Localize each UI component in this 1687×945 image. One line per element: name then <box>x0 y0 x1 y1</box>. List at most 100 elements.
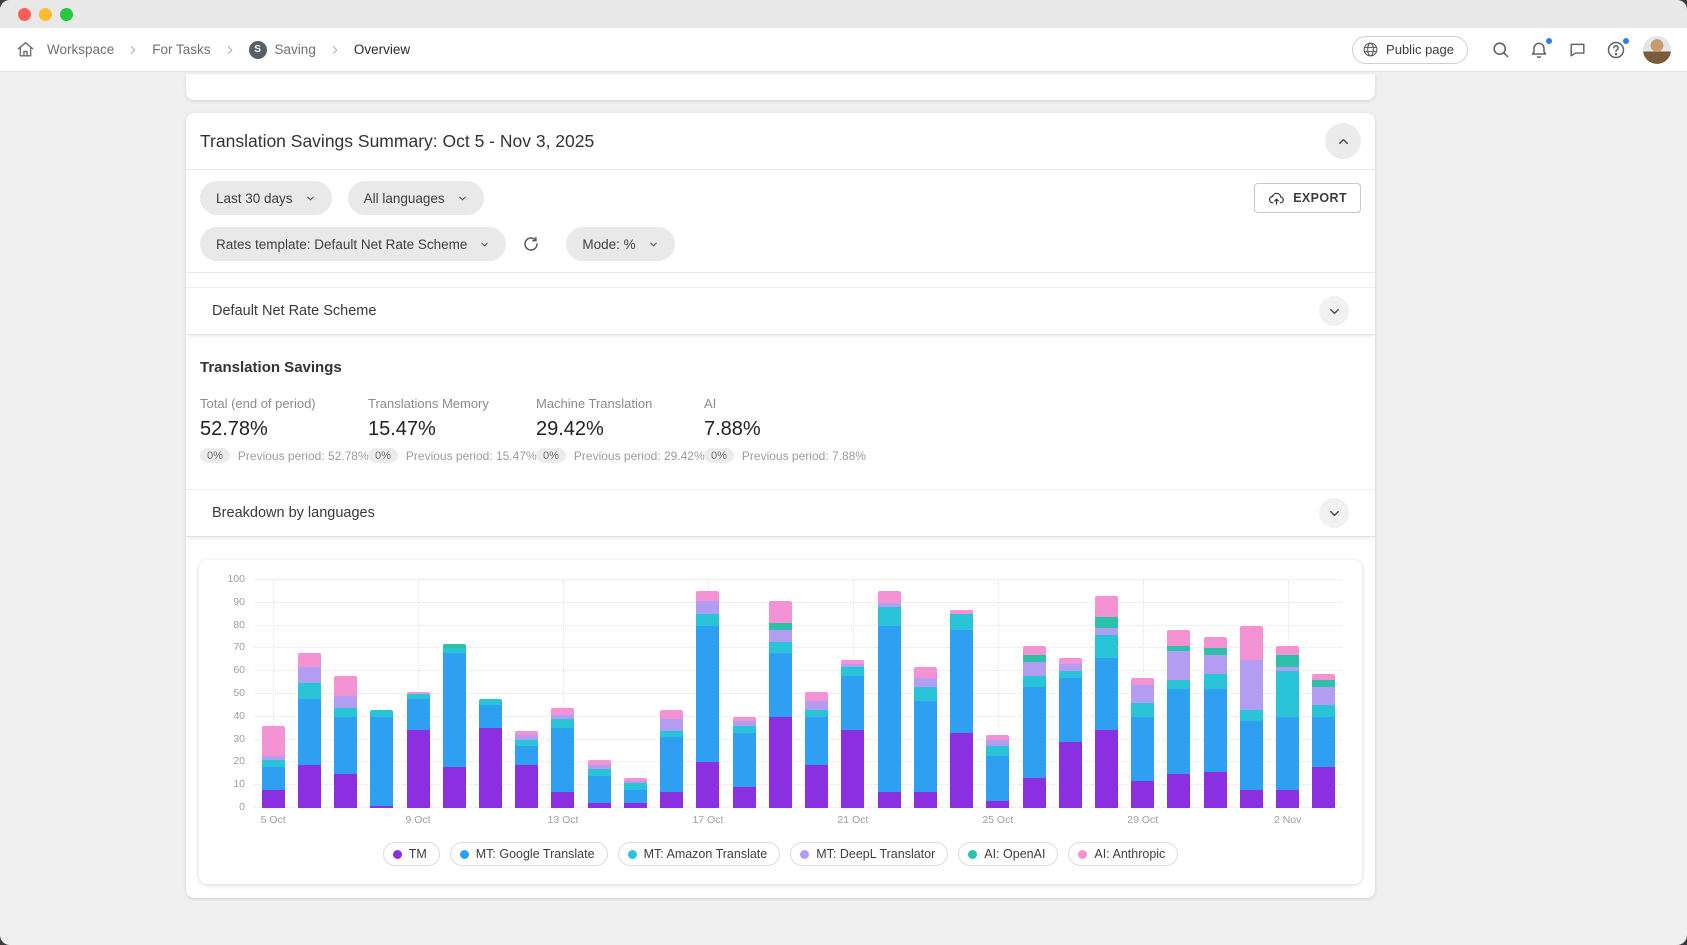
export-label: EXPORT <box>1293 191 1347 205</box>
legend-chip[interactable]: TM <box>383 842 440 866</box>
bar-13-oct <box>545 580 581 808</box>
bar-segment <box>1095 617 1118 628</box>
bar-segment <box>1204 674 1227 690</box>
messages-icon[interactable] <box>1566 38 1589 61</box>
stacked-bar <box>1059 658 1082 808</box>
cloud-export-icon <box>1268 190 1285 207</box>
stacked-bar <box>878 591 901 808</box>
rates-template-dropdown[interactable]: Rates template: Default Net Rate Scheme <box>200 227 506 261</box>
bar-segment <box>334 696 357 707</box>
breadcrumb-workspace[interactable]: Workspace <box>47 42 114 57</box>
bar-segment <box>986 746 1009 755</box>
bar-segment <box>624 790 647 804</box>
notifications-bell-icon[interactable] <box>1527 38 1551 62</box>
notification-dot <box>1622 37 1630 45</box>
bar-6-oct <box>291 580 327 808</box>
y-tick-label: 90 <box>233 596 245 608</box>
x-tick-label <box>799 814 835 826</box>
legend-chip[interactable]: MT: Google Translate <box>450 842 608 866</box>
stat-machine-translation: Machine Translation 29.42% 0% Previous p… <box>536 396 704 463</box>
bar-segment <box>841 676 864 731</box>
previous-period: Previous period: 15.47% <box>406 449 537 463</box>
minimize-window-button[interactable] <box>39 8 52 21</box>
bar-segment <box>443 767 466 808</box>
export-button[interactable]: EXPORT <box>1254 183 1361 213</box>
stat-value: 52.78% <box>200 418 368 441</box>
rate-scheme-accordion[interactable]: Default Net Rate Scheme <box>186 287 1375 335</box>
stacked-bar <box>1131 678 1154 808</box>
languages-dropdown[interactable]: All languages <box>348 181 484 215</box>
bar-segment <box>334 717 357 774</box>
bar-segment <box>370 806 393 808</box>
x-tick-label: 2 Nov <box>1270 814 1306 826</box>
bar-segment <box>1167 680 1190 689</box>
x-tick-label: 13 Oct <box>545 814 581 826</box>
bar-segment <box>1204 655 1227 673</box>
breadcrumb-saving[interactable]: S Saving <box>249 41 316 59</box>
bar-segment <box>1312 687 1335 705</box>
translation-savings-section: Translation Savings Total (end of period… <box>186 335 1375 475</box>
chevron-down-icon <box>479 239 490 250</box>
home-icon[interactable] <box>16 40 35 59</box>
navbar-actions: Public page <box>1352 36 1671 64</box>
bar-20-oct <box>799 580 835 808</box>
bar-segment <box>1059 671 1082 678</box>
bar-12-oct <box>509 580 545 808</box>
stacked-bar <box>370 710 393 808</box>
date-range-dropdown[interactable]: Last 30 days <box>200 181 332 215</box>
help-icon[interactable] <box>1604 38 1628 62</box>
expand-rate-scheme-button[interactable] <box>1319 296 1349 326</box>
stacked-bar <box>262 726 285 808</box>
x-tick-label <box>1306 814 1342 826</box>
public-page-button[interactable]: Public page <box>1352 36 1468 64</box>
legend-chip[interactable]: MT: DeepL Translator <box>790 842 948 866</box>
project-avatar: S <box>249 41 267 59</box>
stacked-bar <box>1167 630 1190 808</box>
y-tick-label: 70 <box>233 641 245 653</box>
legend-chip[interactable]: MT: Amazon Translate <box>618 842 781 866</box>
x-tick-label <box>472 814 508 826</box>
x-tick-label <box>1233 814 1269 826</box>
bar-10-oct <box>436 580 472 808</box>
bar-segment <box>1312 674 1335 681</box>
legend-chip[interactable]: AI: Anthropic <box>1068 842 1178 866</box>
bar-segment <box>1276 671 1299 717</box>
mode-dropdown[interactable]: Mode: % <box>566 227 674 261</box>
legend-chip[interactable]: AI: OpenAI <box>958 842 1058 866</box>
previous-card-bottom <box>186 74 1375 100</box>
breadcrumb-for-tasks[interactable]: For Tasks <box>152 42 210 57</box>
bar-segment <box>1023 646 1046 655</box>
bar-segment <box>515 765 538 808</box>
chart-section: 0102030405060708090100 5 Oct9 Oct13 Oct1… <box>186 537 1375 898</box>
collapse-card-button[interactable] <box>1325 123 1361 159</box>
app-window: Workspace For Tasks S Saving Overview <box>0 0 1687 945</box>
bar-segment <box>298 765 321 808</box>
x-tick-label <box>364 814 400 826</box>
close-window-button[interactable] <box>18 8 31 21</box>
stacked-bar <box>950 610 973 808</box>
breakdown-languages-accordion[interactable]: Breakdown by languages <box>186 489 1375 537</box>
bar-segment <box>551 728 574 792</box>
divider <box>186 272 1375 273</box>
stacked-bar <box>914 667 937 808</box>
y-tick-label: 20 <box>233 755 245 767</box>
bar-segment <box>551 708 574 715</box>
bar-segment <box>370 717 393 806</box>
refresh-icon[interactable] <box>522 235 540 253</box>
bar-23-oct <box>907 580 943 808</box>
plot-area <box>255 580 1342 808</box>
bar-segment <box>1095 730 1118 808</box>
bar-segment <box>733 726 756 733</box>
x-tick-label <box>1088 814 1124 826</box>
chevron-down-icon <box>1327 304 1342 319</box>
breadcrumb-saving-label: Saving <box>275 42 316 57</box>
zoom-window-button[interactable] <box>60 8 73 21</box>
user-avatar[interactable] <box>1643 36 1671 64</box>
bar-segment <box>588 769 611 776</box>
x-tick-label <box>291 814 327 826</box>
expand-breakdown-button[interactable] <box>1319 498 1349 528</box>
bar-segment <box>878 792 901 808</box>
search-icon[interactable] <box>1489 38 1512 61</box>
legend-label: AI: Anthropic <box>1094 847 1165 861</box>
bar-segment <box>769 642 792 653</box>
